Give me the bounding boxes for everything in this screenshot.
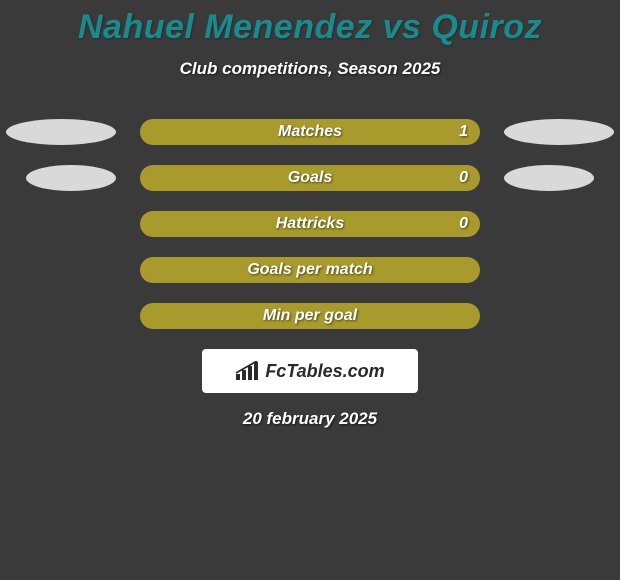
stat-value: 0 — [459, 211, 468, 237]
stat-bar: Goals 0 — [140, 165, 480, 191]
right-player-marker — [504, 165, 594, 191]
stat-value: 1 — [459, 119, 468, 145]
stat-value: 0 — [459, 165, 468, 191]
stat-bar: Goals per match — [140, 257, 480, 283]
stat-label: Min per goal — [140, 303, 480, 329]
stat-label: Goals per match — [140, 257, 480, 283]
bar-chart-icon — [235, 361, 259, 381]
page-title: Nahuel Menendez vs Quiroz — [0, 0, 620, 47]
right-player-marker — [504, 119, 614, 145]
left-player-marker — [6, 119, 116, 145]
left-player-marker — [26, 165, 116, 191]
stat-row: Min per goal — [0, 303, 620, 329]
stat-rows: Matches 1 Goals 0 Hattricks 0 Goals per … — [0, 119, 620, 329]
stat-label: Goals — [140, 165, 480, 191]
subtitle: Club competitions, Season 2025 — [0, 59, 620, 79]
stat-row: Hattricks 0 — [0, 211, 620, 237]
snapshot-date: 20 february 2025 — [0, 409, 620, 429]
stat-row: Goals per match — [0, 257, 620, 283]
source-logo: FcTables.com — [202, 349, 418, 393]
stat-row: Goals 0 — [0, 165, 620, 191]
stat-bar: Matches 1 — [140, 119, 480, 145]
stat-label: Hattricks — [140, 211, 480, 237]
stat-label: Matches — [140, 119, 480, 145]
comparison-card: Nahuel Menendez vs Quiroz Club competiti… — [0, 0, 620, 580]
source-logo-text: FcTables.com — [265, 361, 384, 382]
stat-bar: Hattricks 0 — [140, 211, 480, 237]
stat-bar: Min per goal — [140, 303, 480, 329]
stat-row: Matches 1 — [0, 119, 620, 145]
